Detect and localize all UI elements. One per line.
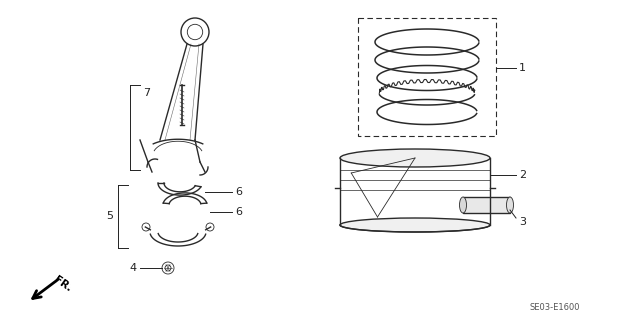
Text: 7: 7 bbox=[143, 88, 150, 98]
Ellipse shape bbox=[340, 149, 490, 167]
Bar bbox=[463, 197, 510, 213]
Text: 4: 4 bbox=[130, 263, 137, 273]
Text: 6: 6 bbox=[235, 187, 242, 197]
Ellipse shape bbox=[460, 197, 467, 213]
Bar bbox=[358, 18, 496, 136]
Text: 6: 6 bbox=[235, 207, 242, 217]
Text: 5: 5 bbox=[106, 211, 113, 221]
Ellipse shape bbox=[340, 218, 490, 232]
Text: FR.: FR. bbox=[52, 274, 74, 294]
Text: 1: 1 bbox=[519, 63, 526, 73]
Text: 3: 3 bbox=[519, 217, 526, 227]
Text: 2: 2 bbox=[519, 170, 526, 180]
Ellipse shape bbox=[506, 197, 513, 213]
Text: SE03-E1600: SE03-E1600 bbox=[529, 302, 580, 311]
